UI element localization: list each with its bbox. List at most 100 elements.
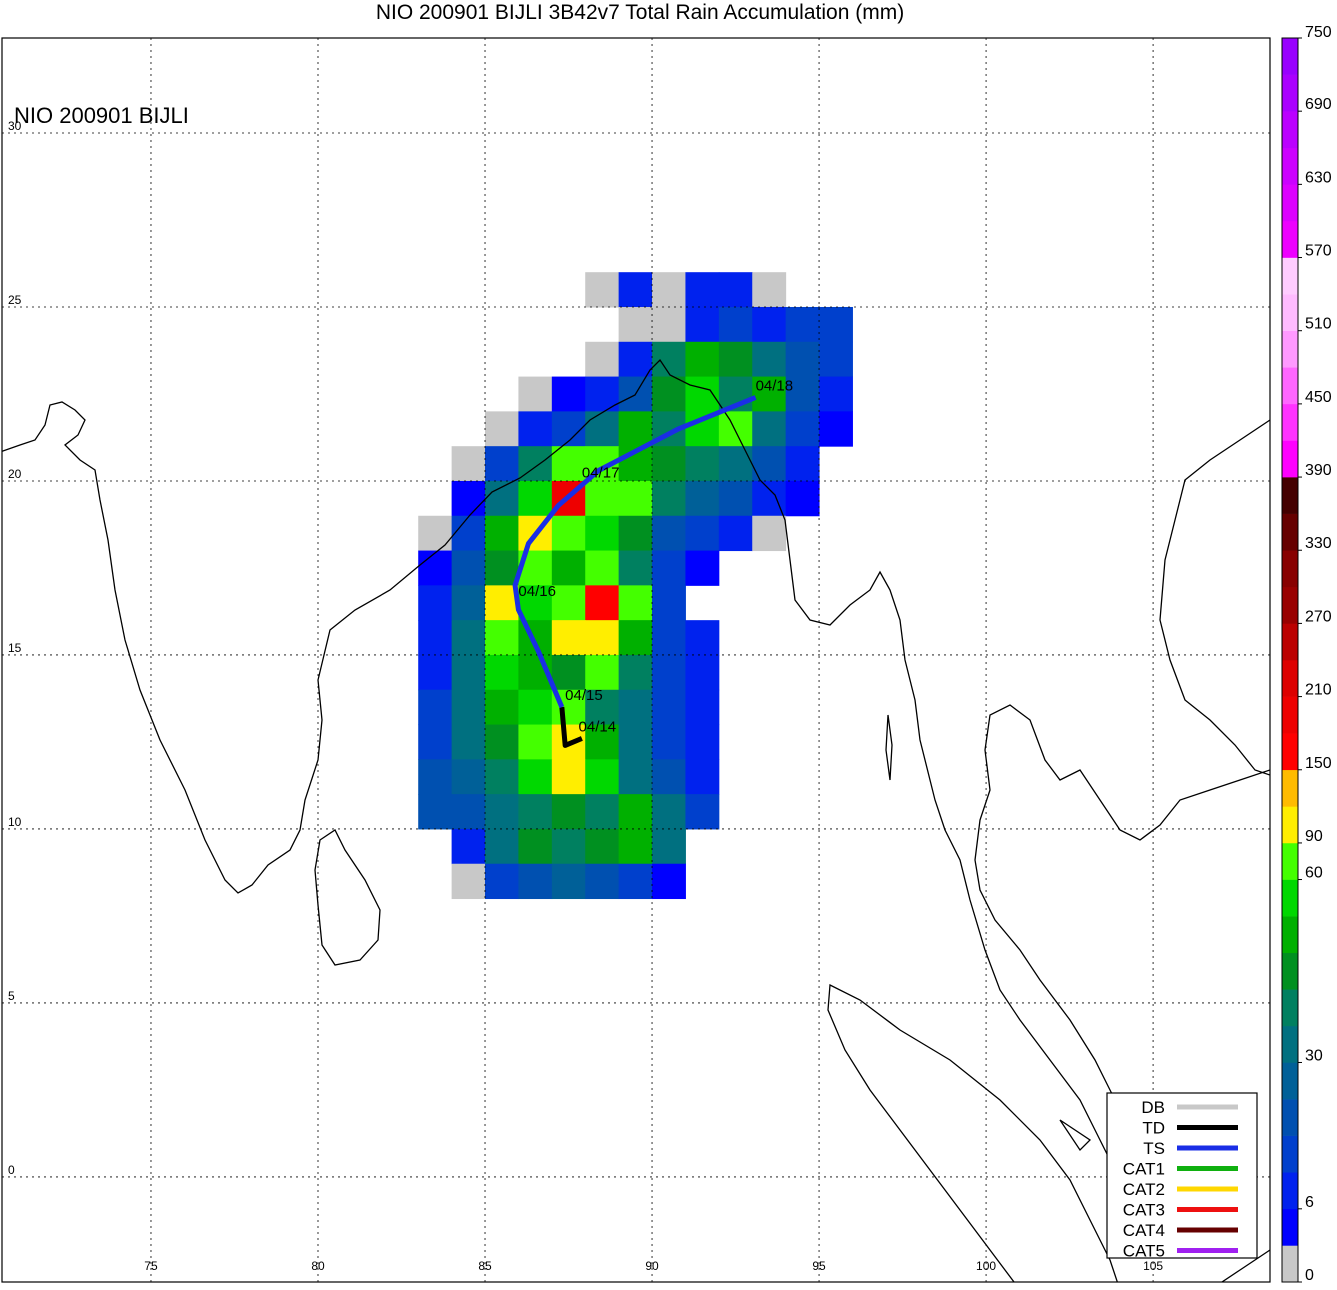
- colorbar-label: 0: [1305, 1267, 1314, 1284]
- colorbar: 0630609015021027033039045051057063069075…: [1281, 24, 1332, 1284]
- colorbar-segment: [1282, 367, 1298, 405]
- rain-cell: [685, 306, 720, 343]
- rain-cell: [518, 376, 553, 412]
- rain-cell: [652, 654, 686, 691]
- rain-cell: [618, 759, 653, 795]
- rain-cell: [518, 759, 553, 795]
- rain-cell: [585, 376, 620, 412]
- rain-cell: [718, 515, 753, 552]
- y-tick-label: 0: [8, 1163, 15, 1177]
- map-frame: [1, 37, 1271, 1283]
- rain-cell: [518, 794, 553, 830]
- colorbar-label: 6: [1305, 1194, 1314, 1211]
- y-tick-label: 10: [8, 815, 22, 829]
- rain-cell: [652, 828, 686, 865]
- rain-cell: [451, 585, 486, 621]
- legend-label: DB: [1141, 1098, 1165, 1117]
- rain-cell: [652, 272, 686, 308]
- rain-cell: [618, 411, 653, 447]
- rain-cell: [585, 480, 620, 517]
- rain-cell: [485, 654, 519, 691]
- legend-label: CAT5: [1123, 1242, 1165, 1261]
- x-tick-label: 100: [976, 1259, 996, 1273]
- colorbar-segment: [1282, 660, 1298, 697]
- colorbar-segment: [1282, 257, 1298, 295]
- rain-cell: [652, 306, 686, 343]
- colorbar-segment: [1282, 220, 1298, 258]
- rain-cell: [652, 515, 686, 552]
- rain-cell: [585, 550, 620, 586]
- rain-cell: [485, 863, 519, 900]
- rain-cell: [752, 306, 787, 343]
- rain-cell: [518, 863, 553, 900]
- rain-cell: [451, 828, 486, 865]
- colorbar-segment: [1282, 550, 1298, 588]
- colorbar-segment: [1282, 1025, 1298, 1063]
- rain-cell: [685, 480, 720, 517]
- colorbar-segment: [1282, 806, 1298, 844]
- colorbar-label: 690: [1305, 96, 1332, 113]
- rain-cell: [485, 480, 519, 517]
- rain-cell: [785, 341, 820, 378]
- track-segment: [512, 395, 757, 709]
- rain-cell: [485, 446, 519, 482]
- rain-cell: [718, 446, 753, 482]
- rain-cell: [618, 828, 653, 865]
- rain-cell: [451, 689, 486, 726]
- coastline: [827, 983, 1119, 1282]
- colorbar-segment: [1282, 294, 1298, 332]
- colorbar-segment: [1282, 586, 1298, 624]
- coastline: [314, 829, 381, 966]
- x-tick-label: 80: [311, 1259, 325, 1273]
- rain-cell: [618, 724, 653, 760]
- colorbar-segment: [1282, 1245, 1298, 1283]
- legend-label: TD: [1142, 1119, 1165, 1138]
- rain-cell: [618, 585, 653, 621]
- rain-cell: [551, 585, 586, 621]
- rain-cell: [485, 515, 519, 552]
- date-label: 04/16: [518, 583, 556, 600]
- colorbar-segment: [1282, 111, 1298, 149]
- rain-cell: [518, 480, 553, 517]
- rain-cell: [418, 585, 453, 621]
- rain-cell: [585, 272, 620, 308]
- colorbar-segment: [1282, 477, 1298, 514]
- rain-cell: [718, 480, 753, 517]
- rain-layer: [418, 272, 853, 900]
- colorbar-segment: [1282, 1135, 1298, 1173]
- rain-cell: [418, 759, 453, 795]
- rain-cell: [451, 620, 486, 656]
- date-label: 04/17: [582, 464, 620, 481]
- coastline: [2, 358, 1270, 1162]
- map-title: NIO 200901 BIJLI 3B42v7 Total Rain Accum…: [376, 1, 904, 24]
- rain-cell: [451, 550, 486, 586]
- colorbar-label: 90: [1305, 828, 1323, 845]
- rain-cell: [652, 446, 686, 482]
- rain-cell: [551, 863, 586, 900]
- colorbar-segment: [1282, 74, 1298, 112]
- rain-cell: [585, 689, 620, 726]
- rain-cell: [785, 306, 820, 343]
- rain-cell: [652, 863, 686, 900]
- rain-cell: [652, 376, 686, 412]
- colorbar-segment: [1282, 1099, 1298, 1136]
- colorbar-segment: [1282, 842, 1298, 880]
- x-tick-label: 85: [478, 1259, 492, 1273]
- rain-cell: [485, 828, 519, 865]
- y-tick-label: 25: [8, 293, 22, 307]
- rain-cell: [451, 794, 486, 830]
- y-tick-label: 15: [8, 641, 22, 655]
- rain-cell: [485, 794, 519, 830]
- colorbar-label: 510: [1305, 316, 1332, 333]
- rain-cell: [618, 863, 653, 900]
- colorbar-segment: [1282, 403, 1298, 441]
- rain-cell: [819, 411, 853, 447]
- date-label: 04/18: [756, 377, 794, 394]
- rain-cell: [551, 794, 586, 830]
- colorbar-segment: [1282, 38, 1298, 75]
- rain-cell: [418, 794, 453, 830]
- rain-cell: [752, 272, 787, 308]
- rain-cell: [418, 550, 453, 586]
- storm-label: NIO 200901 BIJLI: [14, 103, 189, 128]
